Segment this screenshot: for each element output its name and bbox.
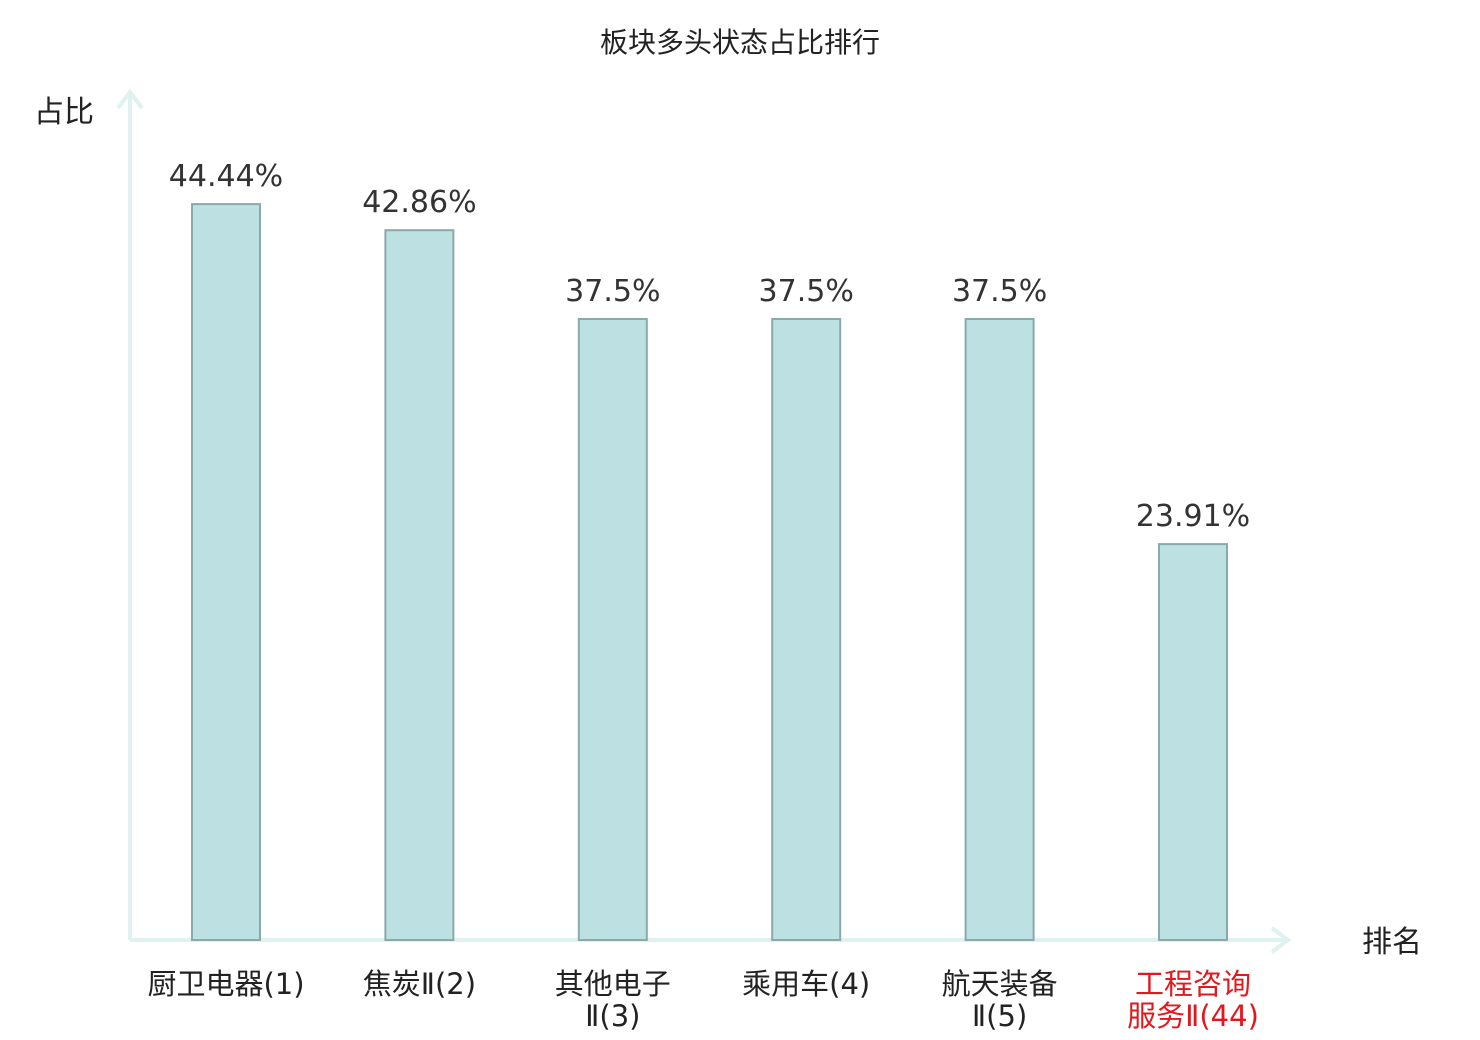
- bar-4: [771, 318, 842, 941]
- x-axis-label: 排名: [1362, 925, 1422, 960]
- x-axis-arrow: [1270, 926, 1292, 954]
- category-label-5: 航天装备 Ⅱ(5): [942, 967, 1058, 1033]
- value-label-6: 23.91%: [1136, 499, 1250, 534]
- category-label-line: 厨卫电器(1): [147, 967, 304, 1001]
- category-label-line: 乘用车(4): [742, 967, 870, 1001]
- chart-title: 板块多头状态占比排行: [600, 26, 880, 59]
- category-label-line: 工程咨询: [1135, 967, 1251, 1001]
- bars-group: [191, 203, 1228, 942]
- value-label-3: 37.5%: [565, 274, 660, 309]
- y-axis-label: 占比: [34, 95, 94, 130]
- category-label-6: 工程咨询服务Ⅱ(44): [1127, 967, 1259, 1033]
- y-axis-arrow: [116, 88, 144, 110]
- value-labels-group: 44.44% 42.86% 37.5% 37.5% 37.5% 23.91%: [169, 159, 1250, 534]
- bar-6: [1158, 543, 1228, 941]
- category-label-line: 焦炭Ⅱ(2): [363, 967, 476, 1001]
- value-label-5: 37.5%: [952, 274, 1047, 309]
- bar-5: [964, 318, 1035, 941]
- category-label-line: Ⅱ(3): [585, 999, 640, 1033]
- bar-2: [384, 229, 455, 941]
- category-label-3: 其他电子 Ⅱ(3): [555, 967, 671, 1033]
- value-label-1: 44.44%: [169, 159, 283, 194]
- value-label-4: 37.5%: [759, 274, 854, 309]
- category-label-4: 乘用车(4): [742, 967, 870, 1001]
- value-label-2: 42.86%: [362, 185, 476, 220]
- category-label-line: Ⅱ(5): [972, 999, 1027, 1033]
- axes: [116, 88, 1292, 954]
- category-label-line: 航天装备: [942, 967, 1058, 1001]
- category-label-1: 厨卫电器(1): [147, 967, 304, 1001]
- bar-3: [577, 318, 648, 941]
- bar-1: [191, 203, 261, 942]
- category-label-line: 服务Ⅱ(44): [1127, 999, 1259, 1033]
- category-label-2: 焦炭Ⅱ(2): [363, 967, 476, 1001]
- category-labels-group: 厨卫电器(1) 焦炭Ⅱ(2) 其他电子 Ⅱ(3) 乘用车(4) 航天装备 Ⅱ(5) 工程咨询服…: [147, 967, 1258, 1033]
- category-label-line: 其他电子: [555, 967, 671, 1001]
